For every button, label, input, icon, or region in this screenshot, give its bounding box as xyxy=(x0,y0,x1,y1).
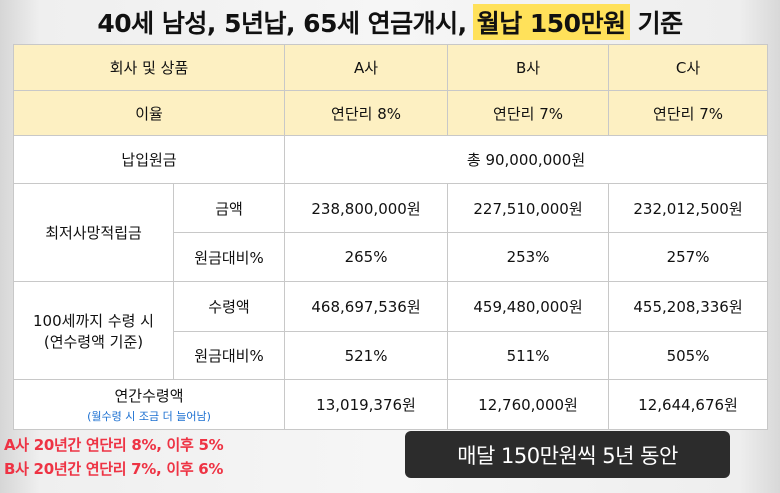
rate-c: 연단리 7% xyxy=(608,90,769,136)
page-title: 40세 남성, 5년납, 65세 연금개시, 월납 150만원 기준 xyxy=(0,0,780,44)
caption-banner: 매달 150만원씩 5년 동안 xyxy=(405,431,730,478)
footnote-a: A사 20년간 연단리 8%, 이후 5% xyxy=(4,436,224,454)
receipt-amount-c: 455,208,336원 xyxy=(608,281,769,332)
principal-row: 납입원금 총 90,000,000원 xyxy=(12,135,769,184)
rate-a: 연단리 8% xyxy=(284,90,449,136)
receipt-ratio-row: 원금대비% 521% 511% 505% xyxy=(14,331,769,380)
receipt-ratio-b: 511% xyxy=(447,331,610,380)
header-company-a: A사 xyxy=(284,44,449,91)
receipt-100-label: 100세까지 수령 시 (연수령액 기준) xyxy=(13,281,174,380)
receipt-ratio-c: 505% xyxy=(608,331,769,380)
rate-row: 이율 연단리 8% 연단리 7% 연단리 7% xyxy=(12,90,769,136)
min-guarantee-ratio-c: 257% xyxy=(608,232,769,282)
receipt-ratio-a: 521% xyxy=(284,331,449,380)
min-guarantee-amount-label: 금액 xyxy=(172,183,286,233)
receipt-amount-row: 100세까지 수령 시 (연수령액 기준) 수령액 468,697,536원 4… xyxy=(13,281,769,380)
rate-label: 이율 xyxy=(12,90,286,136)
annual-b: 12,760,000원 xyxy=(447,379,610,430)
annual-note: (월수령 시 조금 더 늘어남) xyxy=(87,410,211,423)
principal-label: 납입원금 xyxy=(12,135,286,184)
annual-c: 12,644,676원 xyxy=(608,379,769,430)
receipt-100-label-line1: 100세까지 수령 시 xyxy=(33,311,154,330)
annual-label: 연간수령액 xyxy=(114,387,184,405)
comparison-table: 회사 및 상품 A사 B사 C사 이율 연단리 8% 연단리 7% 연단리 7%… xyxy=(12,44,769,430)
min-guarantee-label: 최저사망적립금 xyxy=(13,183,174,282)
principal-value: 총 90,000,000원 xyxy=(284,135,769,184)
receipt-100-label-line2: (연수령액 기준) xyxy=(43,332,144,351)
min-guarantee-amount-b: 227,510,000원 xyxy=(447,183,610,233)
title-highlight: 월납 150만원 xyxy=(472,4,630,40)
annual-label-cell: 연간수령액 (월수령 시 조금 더 늘어남) xyxy=(12,379,286,430)
min-guarantee-amount-c: 232,012,500원 xyxy=(608,183,769,233)
min-guarantee-amount-a: 238,800,000원 xyxy=(284,183,449,233)
receipt-amount-b: 459,480,000원 xyxy=(447,281,610,332)
annual-a: 13,019,376원 xyxy=(284,379,449,430)
min-guarantee-ratio-label: 원금대비% xyxy=(172,232,286,282)
title-suffix: 기준 xyxy=(637,9,684,38)
min-guarantee-ratio-row: 원금대비% 265% 253% 257% xyxy=(14,232,769,282)
header-label: 회사 및 상품 xyxy=(12,44,286,91)
receipt-amount-a: 468,697,536원 xyxy=(284,281,449,332)
receipt-amount-label: 수령액 xyxy=(172,281,286,332)
annual-row: 연간수령액 (월수령 시 조금 더 늘어남) 13,019,376원 12,76… xyxy=(12,379,769,430)
min-guarantee-ratio-b: 253% xyxy=(447,232,610,282)
receipt-ratio-label: 원금대비% xyxy=(172,331,286,380)
header-company-c: C사 xyxy=(608,44,769,91)
footnote-b: B사 20년간 연단리 7%, 이후 6% xyxy=(4,460,224,478)
min-guarantee-ratio-a: 265% xyxy=(284,232,449,282)
table-header-row: 회사 및 상품 A사 B사 C사 xyxy=(12,44,769,91)
rate-b: 연단리 7% xyxy=(447,90,610,136)
title-prefix: 40세 남성, 5년납, 65세 연금개시, xyxy=(97,9,467,38)
header-company-b: B사 xyxy=(447,44,610,91)
min-guarantee-amount-row: 최저사망적립금 금액 238,800,000원 227,510,000원 232… xyxy=(13,183,769,282)
